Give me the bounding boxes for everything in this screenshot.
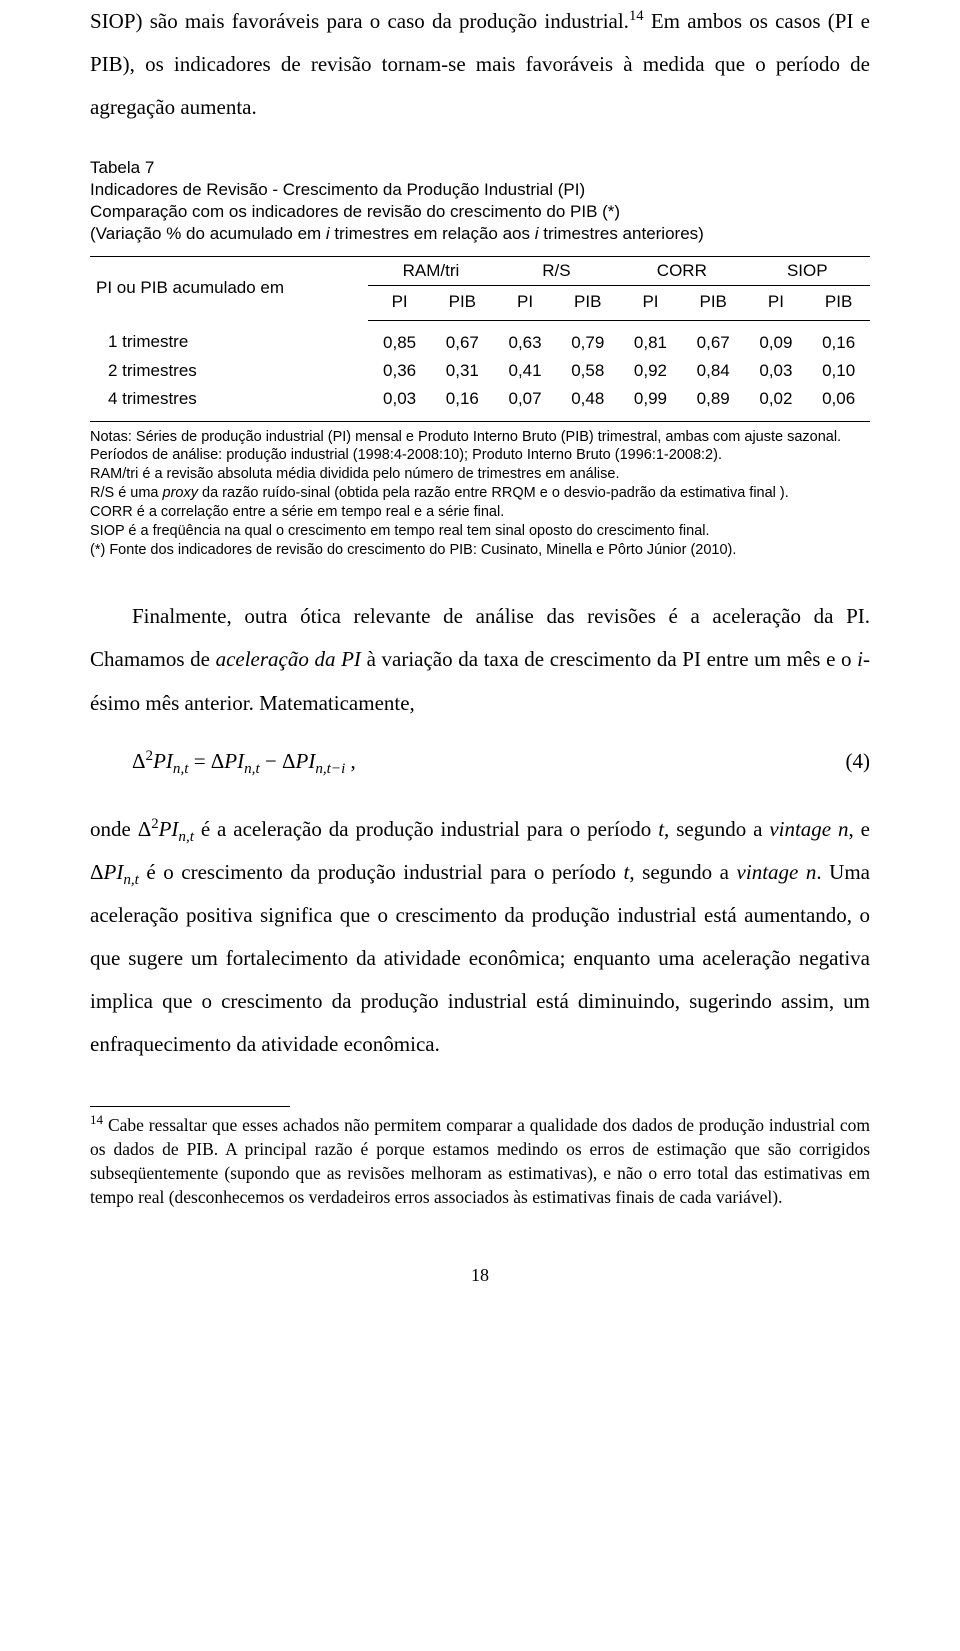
cell: 0,79 bbox=[556, 320, 619, 357]
table-corner-label: PI ou PIB acumulado em bbox=[90, 256, 368, 320]
table-subtitle-3: (Variação % do acumulado em i trimestres… bbox=[90, 223, 870, 245]
cell: 0,81 bbox=[619, 320, 682, 357]
page-number: 18 bbox=[90, 1265, 870, 1286]
table-row: 2 trimestres 0,36 0,31 0,41 0,58 0,92 0,… bbox=[90, 357, 870, 385]
cell: 0,16 bbox=[807, 320, 870, 357]
cell: 0,06 bbox=[807, 385, 870, 422]
paragraph-1: SIOP) são mais favoráveis para o caso da… bbox=[90, 0, 870, 129]
footnote-ref-14: 14 bbox=[629, 8, 644, 24]
subcol-pi-3: PI bbox=[619, 285, 682, 320]
equation-body: Δ2PIn,t = ΔPIn,t − ΔPIn,t−i , bbox=[132, 749, 820, 774]
equation-number: (4) bbox=[820, 749, 870, 774]
subcol-pi-1: PI bbox=[368, 285, 431, 320]
note-line: R/S é uma proxy da razão ruído-sinal (ob… bbox=[90, 484, 870, 503]
table-number: Tabela 7 bbox=[90, 157, 870, 179]
cell: 0,63 bbox=[494, 320, 557, 357]
cell: 0,31 bbox=[431, 357, 494, 385]
note-line: RAM/tri é a revisão absoluta média divid… bbox=[90, 465, 870, 484]
cell: 0,67 bbox=[431, 320, 494, 357]
paragraph-2: Finalmente, outra ótica relevante de aná… bbox=[90, 595, 870, 724]
cell: 0,89 bbox=[682, 385, 745, 422]
cell: 0,41 bbox=[494, 357, 557, 385]
table-subtitle-2: Comparação com os indicadores de revisão… bbox=[90, 201, 870, 223]
footnote-14: 14 Cabe ressaltar que esses achados não … bbox=[90, 1113, 870, 1210]
note-line: Notas: Séries de produção industrial (PI… bbox=[90, 428, 870, 447]
inline-math: Δ2PIn,t bbox=[138, 817, 194, 841]
cell: 0,03 bbox=[745, 357, 808, 385]
para1-text-a: SIOP) são mais favoráveis para o caso da… bbox=[90, 9, 629, 33]
subcol-pib-4: PIB bbox=[807, 285, 870, 320]
subcol-pib-1: PIB bbox=[431, 285, 494, 320]
cell: 0,07 bbox=[494, 385, 557, 422]
row-label: 1 trimestre bbox=[90, 320, 368, 357]
comparison-table: PI ou PIB acumulado em RAM/tri R/S CORR … bbox=[90, 256, 870, 422]
cell: 0,03 bbox=[368, 385, 431, 422]
col-group-siop: SIOP bbox=[745, 256, 870, 285]
footnote-number: 14 bbox=[90, 1112, 103, 1127]
note-line: (*) Fonte dos indicadores de revisão do … bbox=[90, 541, 870, 560]
cell: 0,85 bbox=[368, 320, 431, 357]
inline-math: ΔPIn,t bbox=[90, 860, 139, 884]
cell: 0,99 bbox=[619, 385, 682, 422]
paragraph-3: onde Δ2PIn,t é a aceleração da produção … bbox=[90, 808, 870, 1066]
table-notes: Notas: Séries de produção industrial (PI… bbox=[90, 428, 870, 560]
cell: 0,48 bbox=[556, 385, 619, 422]
table-row: 1 trimestre 0,85 0,67 0,63 0,79 0,81 0,6… bbox=[90, 320, 870, 357]
cell: 0,10 bbox=[807, 357, 870, 385]
table-subtitle-1: Indicadores de Revisão - Crescimento da … bbox=[90, 179, 870, 201]
note-line: Períodos de análise: produção industrial… bbox=[90, 446, 870, 465]
col-group-corr: CORR bbox=[619, 256, 744, 285]
cell: 0,16 bbox=[431, 385, 494, 422]
cell: 0,09 bbox=[745, 320, 808, 357]
subcol-pib-2: PIB bbox=[556, 285, 619, 320]
subcol-pi-4: PI bbox=[745, 285, 808, 320]
note-line: CORR é a correlação entre a série em tem… bbox=[90, 503, 870, 522]
cell: 0,67 bbox=[682, 320, 745, 357]
row-label: 4 trimestres bbox=[90, 385, 368, 422]
col-group-rs: R/S bbox=[494, 256, 619, 285]
cell: 0,36 bbox=[368, 357, 431, 385]
note-line: SIOP é a freqüência na qual o cresciment… bbox=[90, 522, 870, 541]
footnote-separator bbox=[90, 1106, 290, 1107]
cell: 0,58 bbox=[556, 357, 619, 385]
subcol-pi-2: PI bbox=[494, 285, 557, 320]
table-7-block: Tabela 7 Indicadores de Revisão - Cresci… bbox=[90, 157, 870, 559]
cell: 0,84 bbox=[682, 357, 745, 385]
table-row: 4 trimestres 0,03 0,16 0,07 0,48 0,99 0,… bbox=[90, 385, 870, 422]
col-group-ramtri: RAM/tri bbox=[368, 256, 493, 285]
equation-4: Δ2PIn,t = ΔPIn,t − ΔPIn,t−i , (4) bbox=[90, 749, 870, 774]
cell: 0,02 bbox=[745, 385, 808, 422]
row-label: 2 trimestres bbox=[90, 357, 368, 385]
footnote-text: Cabe ressaltar que esses achados não per… bbox=[90, 1115, 870, 1207]
subcol-pib-3: PIB bbox=[682, 285, 745, 320]
cell: 0,92 bbox=[619, 357, 682, 385]
